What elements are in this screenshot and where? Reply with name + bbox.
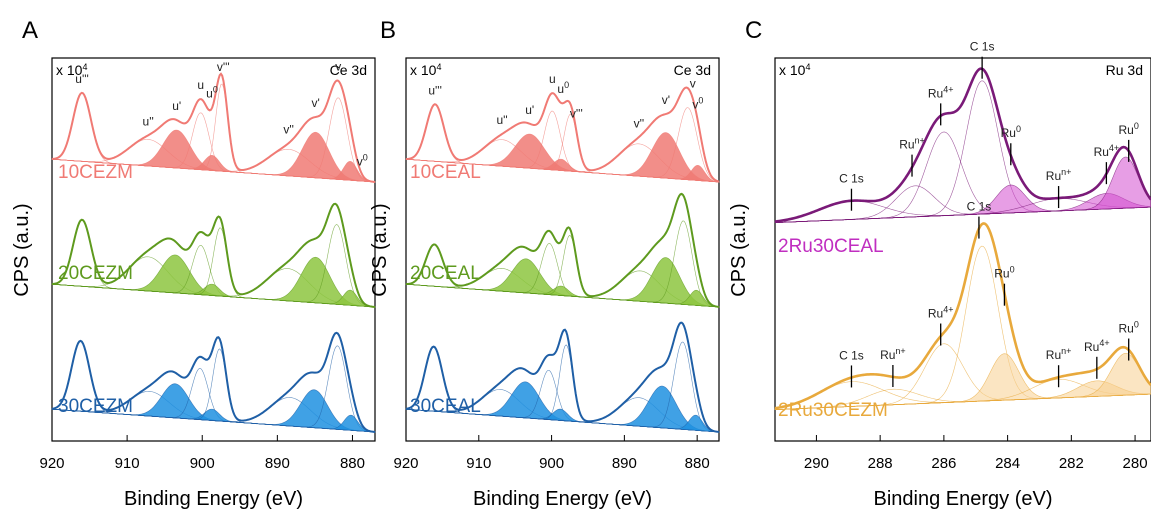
panel-letter: A (22, 17, 38, 44)
y-axis-title: CPS (a.u.) (728, 203, 750, 296)
sample-label: 10CEAL (410, 162, 481, 183)
peak-label: u (197, 78, 204, 92)
x-tick-label: 290 (804, 455, 829, 472)
peak-label: v' (662, 93, 670, 107)
x-tick-label: 910 (466, 455, 491, 472)
x-tick-label: 284 (995, 455, 1020, 472)
peak-label: Ru0 (1001, 124, 1021, 140)
peak-label: u' (525, 103, 534, 117)
y-axis-title: CPS (a.u.) (369, 203, 391, 296)
spectrum-10CEZM: 10CEZM u''' u'' u' uu0 v''' v'' v' v v0 (52, 60, 375, 183)
sample-label: 30CEAL (410, 396, 481, 417)
x-tick-label: 890 (265, 455, 290, 472)
peak-label: u (549, 72, 556, 86)
x-axis-title: Binding Energy (eV) (473, 488, 652, 510)
peak-label: Run+ (880, 346, 906, 362)
sample-label: 10CEZM (58, 162, 133, 183)
x-tick-label: 280 (1123, 455, 1148, 472)
peak-label: v (335, 60, 341, 74)
peak-label: Ru4+ (928, 84, 954, 100)
peak-label: u'' (496, 113, 507, 127)
plot-frame (52, 58, 375, 441)
peak-label: Run+ (1046, 167, 1072, 183)
x-tick-label: 920 (39, 455, 64, 472)
x-tick-label: 900 (539, 455, 564, 472)
peak-label: u''' (428, 83, 442, 97)
x-axis-title: Binding Energy (eV) (124, 488, 303, 510)
peak-label: v'' (283, 123, 294, 137)
peak-label: v''' (570, 106, 583, 120)
peak-label: Ru0 (994, 265, 1014, 281)
peak-label: Ru0 (1119, 121, 1139, 137)
axis-multiplier: x 104 (410, 62, 441, 78)
panel-A: Ax 104 Ce 3d CPS (a.u.) Binding Energy (eV)… (11, 17, 375, 510)
sample-label: 20CEAL (410, 263, 481, 284)
peak-label: C 1s (970, 40, 995, 54)
peak-label: v'' (634, 117, 645, 131)
sample-label: 2Ru30CEAL (778, 236, 884, 257)
peak-label: v''' (217, 60, 230, 74)
spectrum-2Ru30CEZM: 2Ru30CEZM C 1s Run+ Ru4+ C 1s Ru0 Run+ Ru4+ Ru0 (775, 200, 1151, 421)
peak-label: C 1s (839, 172, 864, 186)
x-tick-label: 910 (115, 455, 140, 472)
region-label: Ru 3d (1106, 62, 1143, 78)
spectrum-30CEZM: 30CEZM (52, 333, 375, 432)
peak-label: u''' (75, 72, 89, 86)
peak-label: C 1s (967, 200, 992, 214)
peak-label: u' (172, 99, 181, 113)
axis-multiplier: x 104 (779, 62, 810, 78)
panel-letter: C (745, 17, 762, 44)
peak-label: v (690, 77, 696, 91)
spectrum-2Ru30CEAL: 2Ru30CEAL C 1s Run+ Ru4+ C 1s Ru0 Run+ Ru4+ Ru0 (775, 40, 1151, 257)
sample-label: 30CEZM (58, 396, 133, 417)
y-axis-title: CPS (a.u.) (11, 203, 33, 296)
peak-label: Ru4+ (928, 305, 954, 321)
x-tick-label: 880 (685, 455, 710, 472)
peak-label: u0 (557, 80, 569, 96)
x-tick-label: 282 (1059, 455, 1084, 472)
peak-label: v0 (692, 95, 703, 111)
x-axis-title: Binding Energy (eV) (874, 488, 1053, 510)
panel-C: Cx 104 Ru 3d CPS (a.u.) Binding Energy (eV)… (728, 17, 1151, 510)
peak-label: Ru4+ (1084, 338, 1110, 354)
peak-label: Ru0 (1119, 320, 1139, 336)
plot-frame (406, 58, 719, 441)
region-label: Ce 3d (674, 62, 711, 78)
spectrum-20CEAL: 20CEAL (406, 194, 719, 307)
panel-letter: B (380, 17, 396, 44)
x-tick-label: 890 (612, 455, 637, 472)
peak-label: u0 (206, 84, 218, 100)
spectrum-20CEZM: 20CEZM (52, 204, 375, 307)
x-tick-label: 920 (393, 455, 418, 472)
peak-label: v0 (357, 152, 368, 168)
peak-label: Run+ (1046, 346, 1072, 362)
panel-B: Bx 104 Ce 3d CPS (a.u.) Binding Energy (eV)… (369, 17, 719, 510)
x-tick-label: 286 (931, 455, 956, 472)
sample-label: 2Ru30CEZM (778, 400, 888, 421)
x-tick-label: 900 (190, 455, 215, 472)
x-tick-label: 880 (340, 455, 365, 472)
x-tick-label: 288 (868, 455, 893, 472)
spectrum-30CEAL: 30CEAL (406, 323, 719, 432)
peak-label: u'' (143, 115, 154, 129)
sample-label: 20CEZM (58, 263, 133, 284)
peak-label: C 1s (839, 348, 864, 362)
peak-label: v' (312, 96, 320, 110)
